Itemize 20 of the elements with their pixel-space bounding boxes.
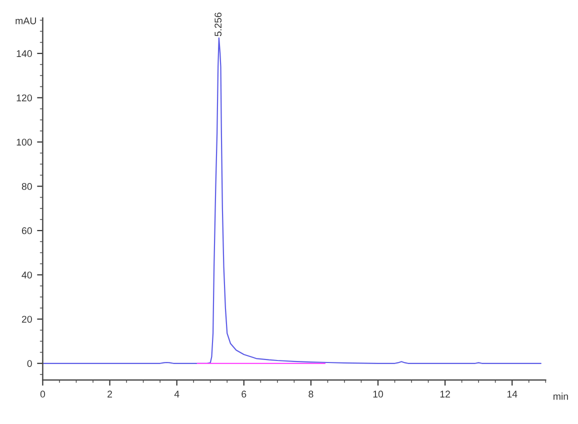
x-tick-label: 0 (40, 390, 46, 398)
y-tick-label: 80 (22, 183, 32, 190)
y-axis-title: mAU (16, 17, 36, 24)
x-tick-label: 2 (108, 390, 112, 398)
annotation: 5.256 (214, 12, 222, 36)
x-tick-label: 14 (507, 390, 518, 398)
x-tick-label: 10 (373, 390, 384, 398)
x-tick-label: 8 (308, 390, 314, 398)
y-tick-label: 140 (16, 50, 32, 58)
line-series (42, 37, 542, 364)
x-tick-label: 4 (174, 390, 180, 398)
y-tick-label: 20 (22, 316, 32, 323)
x-axis-title: min (554, 392, 568, 400)
y-tick-label: 60 (22, 227, 32, 234)
y-tick-label: 40 (22, 272, 32, 278)
y-tick-label: 0 (27, 360, 32, 368)
x-tick-label: 6 (242, 390, 246, 398)
x-tick-label: 12 (440, 390, 450, 398)
y-tick-label: 120 (16, 94, 32, 102)
y-tick-label: 100 (16, 138, 32, 146)
